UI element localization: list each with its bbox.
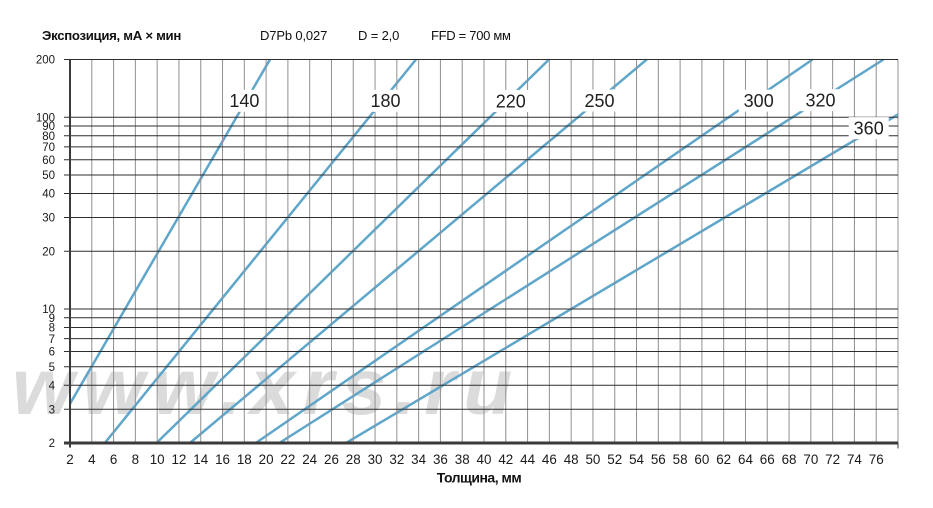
- svg-text:300: 300: [744, 91, 774, 111]
- svg-text:72: 72: [825, 452, 840, 467]
- svg-text:80: 80: [42, 131, 55, 143]
- svg-text:2: 2: [66, 452, 73, 467]
- svg-text:48: 48: [564, 452, 579, 467]
- svg-text:50: 50: [42, 170, 55, 182]
- svg-text:32: 32: [389, 452, 404, 467]
- svg-text:12: 12: [171, 452, 186, 467]
- svg-text:16: 16: [215, 452, 230, 467]
- svg-text:5: 5: [49, 362, 55, 374]
- svg-text:Экспозиция, мА × мин: Экспозиция, мА × мин: [42, 28, 181, 43]
- svg-text:24: 24: [302, 452, 317, 467]
- svg-text:180: 180: [370, 91, 400, 111]
- svg-text:3: 3: [49, 404, 55, 416]
- svg-text:90: 90: [42, 121, 55, 133]
- svg-text:56: 56: [651, 452, 666, 467]
- svg-text:2: 2: [49, 438, 55, 450]
- svg-text:66: 66: [760, 452, 775, 467]
- svg-text:4: 4: [49, 380, 56, 392]
- svg-text:34: 34: [411, 452, 426, 467]
- svg-text:100: 100: [36, 112, 55, 124]
- svg-text:4: 4: [88, 452, 96, 467]
- svg-text:36: 36: [433, 452, 448, 467]
- svg-text:70: 70: [803, 452, 818, 467]
- svg-text:30: 30: [368, 452, 383, 467]
- svg-text:9: 9: [49, 313, 55, 325]
- svg-text:42: 42: [498, 452, 513, 467]
- svg-text:320: 320: [805, 91, 835, 111]
- svg-text:D7Pb 0,027: D7Pb 0,027: [260, 28, 327, 43]
- svg-text:58: 58: [673, 452, 688, 467]
- svg-text:40: 40: [42, 189, 55, 201]
- svg-text:6: 6: [110, 452, 117, 467]
- svg-text:26: 26: [324, 452, 339, 467]
- svg-text:18: 18: [237, 452, 252, 467]
- svg-text:8: 8: [132, 452, 139, 467]
- svg-text:www.xrs.ru: www.xrs.ru: [12, 342, 520, 431]
- svg-text:Толщина, мм: Толщина, мм: [437, 470, 522, 486]
- svg-text:70: 70: [42, 142, 55, 154]
- svg-text:46: 46: [542, 452, 557, 467]
- svg-text:74: 74: [847, 452, 862, 467]
- svg-text:20: 20: [259, 452, 274, 467]
- svg-text:10: 10: [42, 304, 55, 316]
- svg-text:FFD = 700 мм: FFD = 700 мм: [431, 28, 511, 43]
- svg-text:76: 76: [869, 452, 884, 467]
- svg-text:54: 54: [629, 452, 644, 467]
- svg-text:140: 140: [229, 91, 259, 111]
- svg-text:44: 44: [520, 452, 535, 467]
- svg-text:60: 60: [694, 452, 709, 467]
- svg-text:28: 28: [346, 452, 361, 467]
- svg-text:60: 60: [42, 155, 55, 167]
- svg-text:220: 220: [496, 91, 526, 111]
- svg-text:8: 8: [49, 323, 55, 335]
- svg-text:52: 52: [607, 452, 622, 467]
- svg-text:62: 62: [716, 452, 731, 467]
- svg-text:40: 40: [477, 452, 492, 467]
- svg-text:14: 14: [193, 452, 208, 467]
- svg-text:7: 7: [49, 334, 55, 346]
- svg-text:22: 22: [280, 452, 295, 467]
- svg-text:200: 200: [36, 55, 55, 67]
- svg-text:6: 6: [49, 347, 55, 359]
- svg-text:68: 68: [782, 452, 797, 467]
- svg-text:30: 30: [42, 213, 55, 225]
- svg-text:10: 10: [150, 452, 165, 467]
- svg-text:D = 2,0: D = 2,0: [358, 28, 399, 43]
- svg-text:20: 20: [42, 246, 55, 258]
- svg-text:50: 50: [585, 452, 600, 467]
- svg-text:38: 38: [455, 452, 470, 467]
- svg-text:64: 64: [738, 452, 753, 467]
- svg-text:360: 360: [854, 118, 884, 138]
- svg-text:250: 250: [584, 91, 614, 111]
